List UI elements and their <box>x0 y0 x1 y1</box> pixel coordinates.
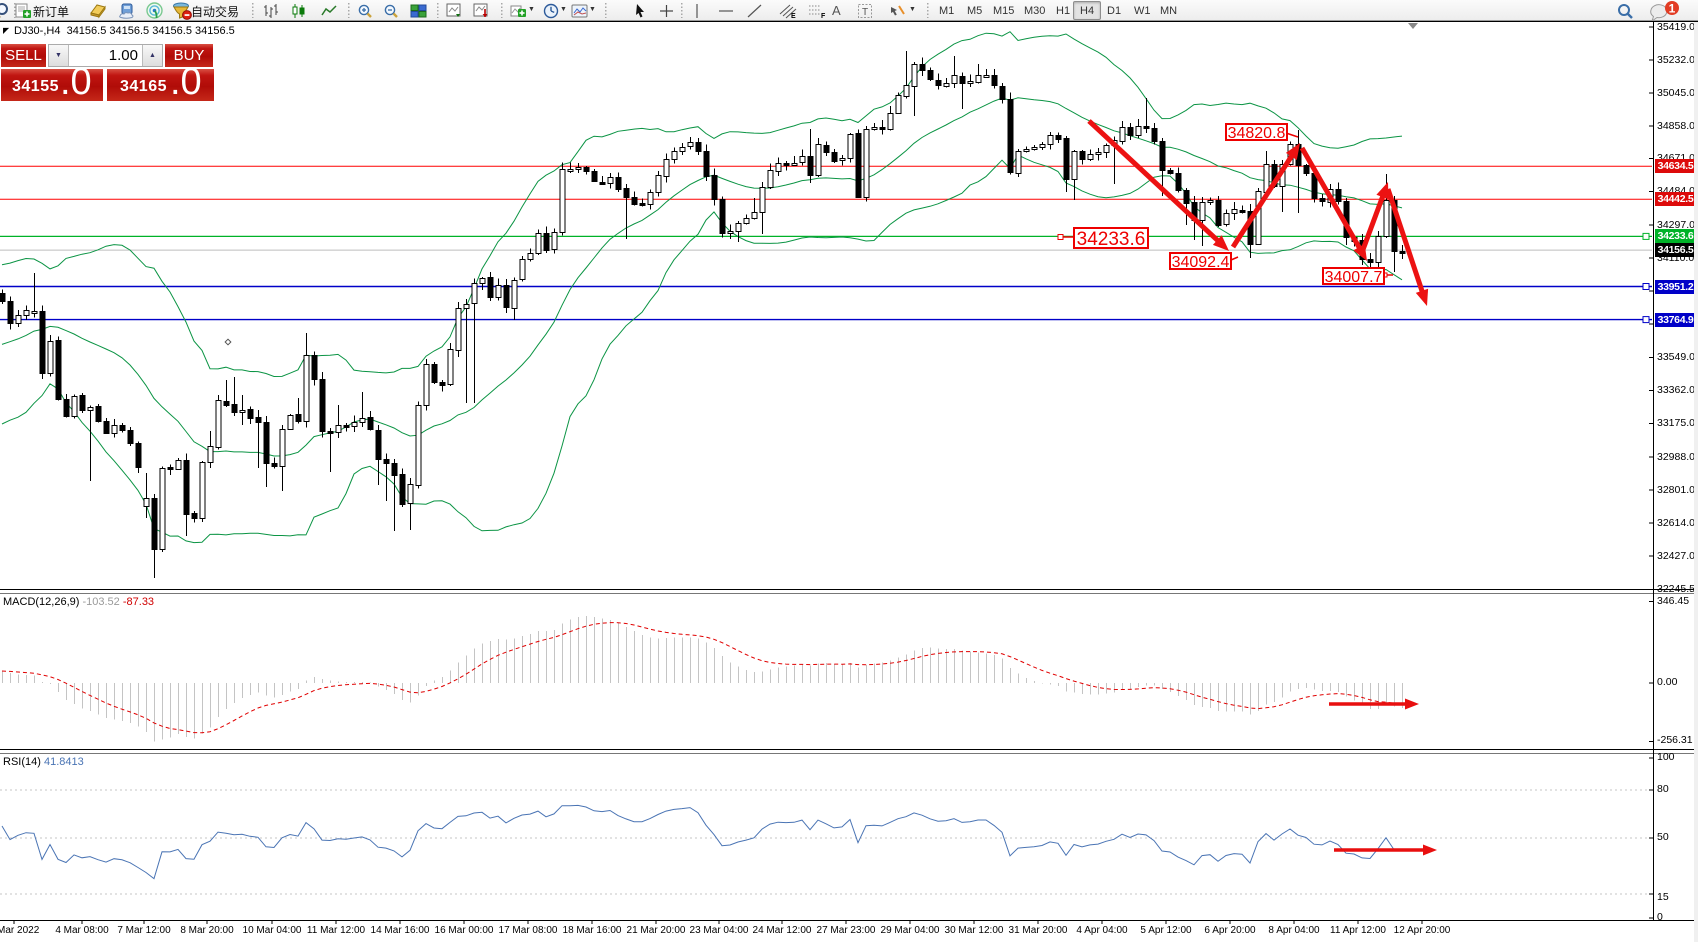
svg-text:1: 1 <box>1669 1 1676 15</box>
svg-text:F: F <box>821 13 826 19</box>
svg-text:T: T <box>862 7 868 18</box>
svg-text:E: E <box>791 13 796 19</box>
